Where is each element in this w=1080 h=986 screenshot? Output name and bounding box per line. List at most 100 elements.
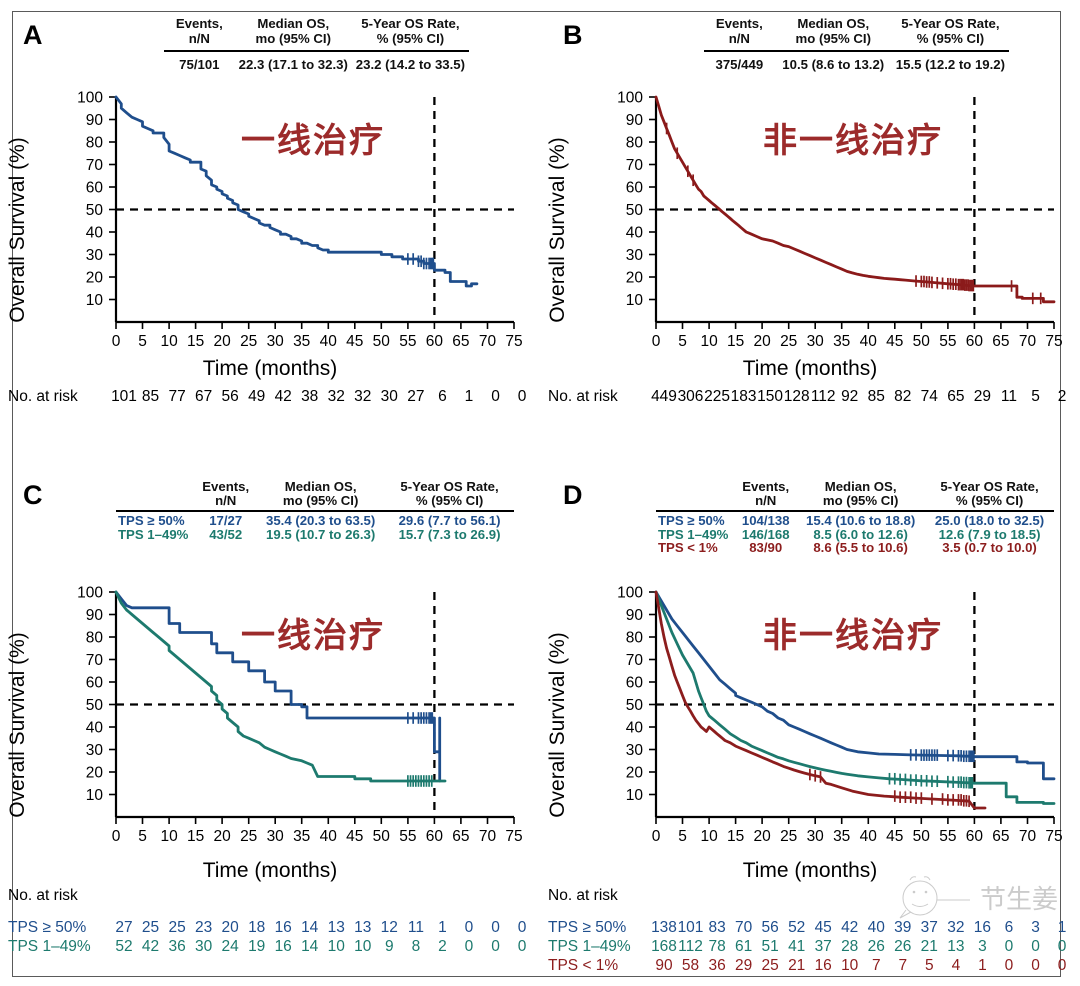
- svg-text:30: 30: [626, 247, 644, 264]
- svg-text:100: 100: [77, 90, 103, 107]
- svg-text:0: 0: [652, 333, 661, 350]
- svg-text:60: 60: [426, 333, 444, 350]
- svg-text:60: 60: [626, 180, 644, 197]
- svg-text:40: 40: [626, 225, 644, 242]
- svg-text:60: 60: [966, 333, 984, 350]
- svg-text:70: 70: [86, 652, 104, 669]
- svg-text:15: 15: [187, 333, 204, 350]
- svg-text:40: 40: [320, 333, 338, 350]
- svg-text:45: 45: [346, 333, 363, 350]
- svg-text:80: 80: [626, 135, 644, 152]
- svg-text:65: 65: [992, 333, 1009, 350]
- svg-text:0: 0: [112, 333, 121, 350]
- svg-text:30: 30: [86, 247, 104, 264]
- svg-text:20: 20: [213, 333, 231, 350]
- svg-text:25: 25: [240, 333, 257, 350]
- svg-text:0: 0: [652, 828, 661, 845]
- svg-text:0: 0: [112, 828, 121, 845]
- svg-text:40: 40: [860, 828, 878, 845]
- svg-text:50: 50: [86, 202, 104, 219]
- svg-text:25: 25: [780, 333, 797, 350]
- svg-text:35: 35: [833, 333, 850, 350]
- svg-text:70: 70: [479, 828, 497, 845]
- svg-text:100: 100: [77, 585, 103, 602]
- svg-text:5: 5: [678, 828, 687, 845]
- svg-text:90: 90: [86, 607, 104, 624]
- svg-text:50: 50: [626, 202, 644, 219]
- svg-text:100: 100: [617, 90, 643, 107]
- svg-text:60: 60: [86, 675, 104, 692]
- svg-text:45: 45: [886, 828, 903, 845]
- svg-text:70: 70: [1019, 333, 1037, 350]
- svg-text:5: 5: [678, 333, 687, 350]
- svg-text:20: 20: [753, 333, 771, 350]
- svg-text:45: 45: [346, 828, 363, 845]
- svg-text:60: 60: [966, 828, 984, 845]
- svg-text:60: 60: [426, 828, 444, 845]
- svg-text:30: 30: [807, 333, 825, 350]
- svg-text:65: 65: [452, 333, 469, 350]
- svg-text:70: 70: [626, 652, 644, 669]
- svg-text:10: 10: [86, 787, 104, 804]
- svg-text:55: 55: [939, 333, 956, 350]
- svg-text:5: 5: [138, 828, 147, 845]
- svg-text:50: 50: [913, 333, 931, 350]
- svg-text:15: 15: [727, 333, 744, 350]
- svg-text:30: 30: [807, 828, 825, 845]
- svg-text:40: 40: [86, 225, 104, 242]
- svg-text:30: 30: [267, 828, 285, 845]
- svg-text:75: 75: [505, 333, 522, 350]
- svg-text:50: 50: [373, 828, 391, 845]
- svg-text:90: 90: [626, 112, 644, 129]
- svg-text:40: 40: [860, 333, 878, 350]
- svg-text:70: 70: [479, 333, 497, 350]
- svg-text:45: 45: [886, 333, 903, 350]
- svg-text:75: 75: [505, 828, 522, 845]
- svg-text:55: 55: [399, 828, 416, 845]
- svg-text:15: 15: [727, 828, 744, 845]
- svg-text:100: 100: [617, 585, 643, 602]
- svg-text:25: 25: [780, 828, 797, 845]
- svg-text:40: 40: [626, 720, 644, 737]
- svg-text:55: 55: [939, 828, 956, 845]
- svg-text:20: 20: [626, 270, 644, 287]
- svg-text:65: 65: [992, 828, 1009, 845]
- svg-text:10: 10: [700, 828, 718, 845]
- svg-text:65: 65: [452, 828, 469, 845]
- svg-text:70: 70: [1019, 828, 1037, 845]
- svg-text:80: 80: [86, 135, 104, 152]
- svg-text:50: 50: [86, 697, 104, 714]
- svg-text:75: 75: [1045, 333, 1062, 350]
- svg-text:40: 40: [86, 720, 104, 737]
- svg-text:20: 20: [86, 765, 104, 782]
- svg-text:80: 80: [626, 630, 644, 647]
- svg-text:50: 50: [913, 828, 931, 845]
- svg-text:30: 30: [267, 333, 285, 350]
- svg-text:10: 10: [700, 333, 718, 350]
- svg-text:20: 20: [753, 828, 771, 845]
- svg-text:35: 35: [293, 828, 310, 845]
- svg-text:35: 35: [293, 333, 310, 350]
- svg-text:5: 5: [138, 333, 147, 350]
- svg-text:70: 70: [626, 157, 644, 174]
- svg-text:20: 20: [213, 828, 231, 845]
- svg-text:80: 80: [86, 630, 104, 647]
- svg-text:40: 40: [320, 828, 338, 845]
- svg-text:10: 10: [626, 787, 644, 804]
- svg-text:50: 50: [626, 697, 644, 714]
- svg-text:10: 10: [626, 292, 644, 309]
- svg-text:30: 30: [86, 742, 104, 759]
- svg-text:15: 15: [187, 828, 204, 845]
- svg-text:20: 20: [86, 270, 104, 287]
- svg-text:10: 10: [86, 292, 104, 309]
- svg-text:60: 60: [626, 675, 644, 692]
- svg-text:60: 60: [86, 180, 104, 197]
- svg-text:25: 25: [240, 828, 257, 845]
- svg-text:75: 75: [1045, 828, 1062, 845]
- svg-text:10: 10: [160, 828, 178, 845]
- svg-text:90: 90: [626, 607, 644, 624]
- svg-text:55: 55: [399, 333, 416, 350]
- svg-text:30: 30: [626, 742, 644, 759]
- svg-text:70: 70: [86, 157, 104, 174]
- svg-text:20: 20: [626, 765, 644, 782]
